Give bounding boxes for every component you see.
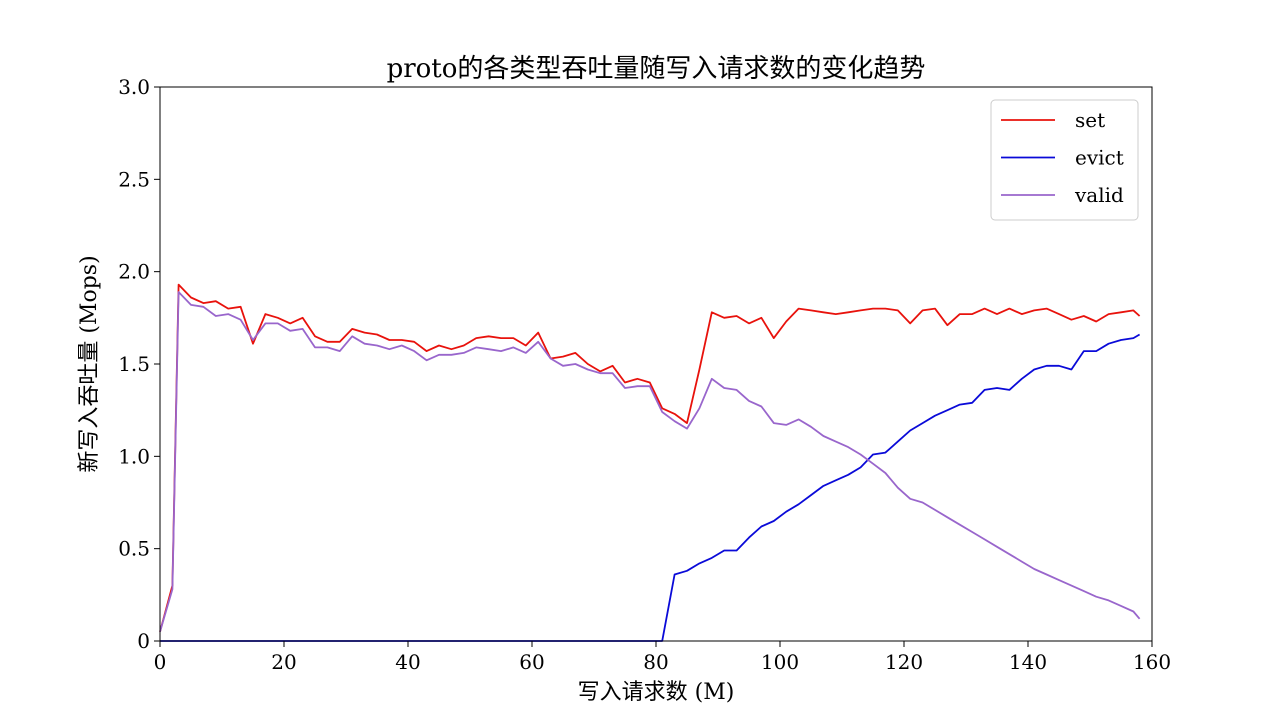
legend-label-valid: valid <box>1074 183 1124 207</box>
legend-label-evict: evict <box>1075 146 1124 170</box>
x-tick-label: 120 <box>885 650 923 674</box>
x-tick-label: 100 <box>761 650 799 674</box>
legend-label-set: set <box>1075 108 1105 132</box>
x-tick-label: 60 <box>519 650 544 674</box>
y-tick-label: 2.5 <box>118 167 150 191</box>
y-tick-label: 1.0 <box>118 444 150 468</box>
y-axis-label: 新写入吞吐量 (Mops) <box>77 255 102 472</box>
x-tick-label: 80 <box>643 650 668 674</box>
x-axis-label: 写入请求数 (M) <box>578 680 735 705</box>
series-line-valid <box>159 291 1141 633</box>
x-tick-label: 160 <box>1133 650 1171 674</box>
x-tick-label: 140 <box>1009 650 1047 674</box>
legend: set evict valid <box>990 99 1139 221</box>
y-tick-label: 0.5 <box>118 537 150 561</box>
y-tick-label: 1.5 <box>118 352 150 376</box>
y-tick-label: 2.0 <box>118 260 150 284</box>
series-line-evict <box>160 333 1141 642</box>
series-line-set <box>159 283 1141 633</box>
y-axis: 0 0.5 1.0 1.5 2.0 2.5 3.0 <box>118 75 160 653</box>
series-lines <box>159 283 1141 642</box>
chart-title: proto的各类型吞吐量随写入请求数的变化趋势 <box>387 54 926 84</box>
x-tick-label: 0 <box>154 650 167 674</box>
x-tick-label: 40 <box>395 650 420 674</box>
legend-box <box>990 99 1139 221</box>
y-tick-label: 3.0 <box>118 75 150 99</box>
x-axis: 0 20 40 60 80 100 120 140 160 <box>154 641 1171 674</box>
x-tick-label: 20 <box>271 650 296 674</box>
y-tick-label: 0 <box>137 629 150 653</box>
